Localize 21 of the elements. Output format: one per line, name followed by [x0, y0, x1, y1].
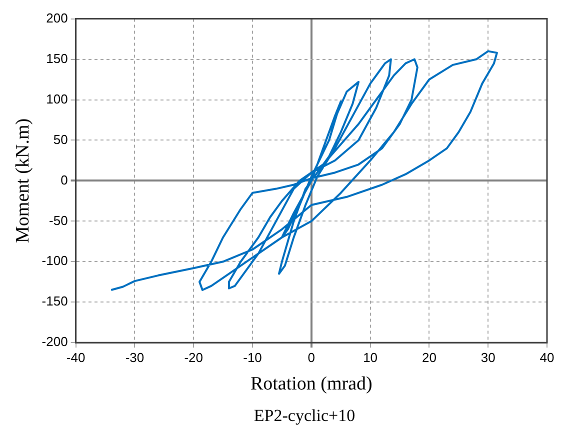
- x-tick-label: 40: [540, 350, 554, 365]
- x-tick-label: 0: [308, 350, 316, 365]
- y-axis-title: Moment (kN.m): [12, 118, 34, 243]
- y-tick-label: -50: [49, 212, 68, 228]
- y-tick-label: 200: [46, 10, 68, 26]
- y-tick-label: -200: [42, 334, 68, 350]
- x-tick-label: 30: [480, 350, 496, 365]
- x-tick-label: -10: [243, 350, 262, 365]
- x-axis-title: Rotation (mrad): [250, 374, 372, 395]
- y-tick-label: 0: [60, 172, 68, 188]
- x-tick-label: 20: [422, 350, 436, 365]
- y-tick-label: 100: [46, 91, 68, 106]
- y-tick-label: -150: [42, 294, 68, 309]
- x-tick-label: -30: [125, 350, 144, 365]
- x-tick-label: -40: [66, 350, 86, 365]
- x-tick-label: 10: [363, 350, 378, 365]
- x-tick-label: -20: [184, 350, 204, 365]
- y-tick-label: 150: [46, 50, 68, 66]
- text: EP2-cyclic+10: [252, 406, 356, 426]
- y-tick-label: 50: [53, 132, 68, 147]
- y-tick-label: -100: [42, 253, 68, 268]
